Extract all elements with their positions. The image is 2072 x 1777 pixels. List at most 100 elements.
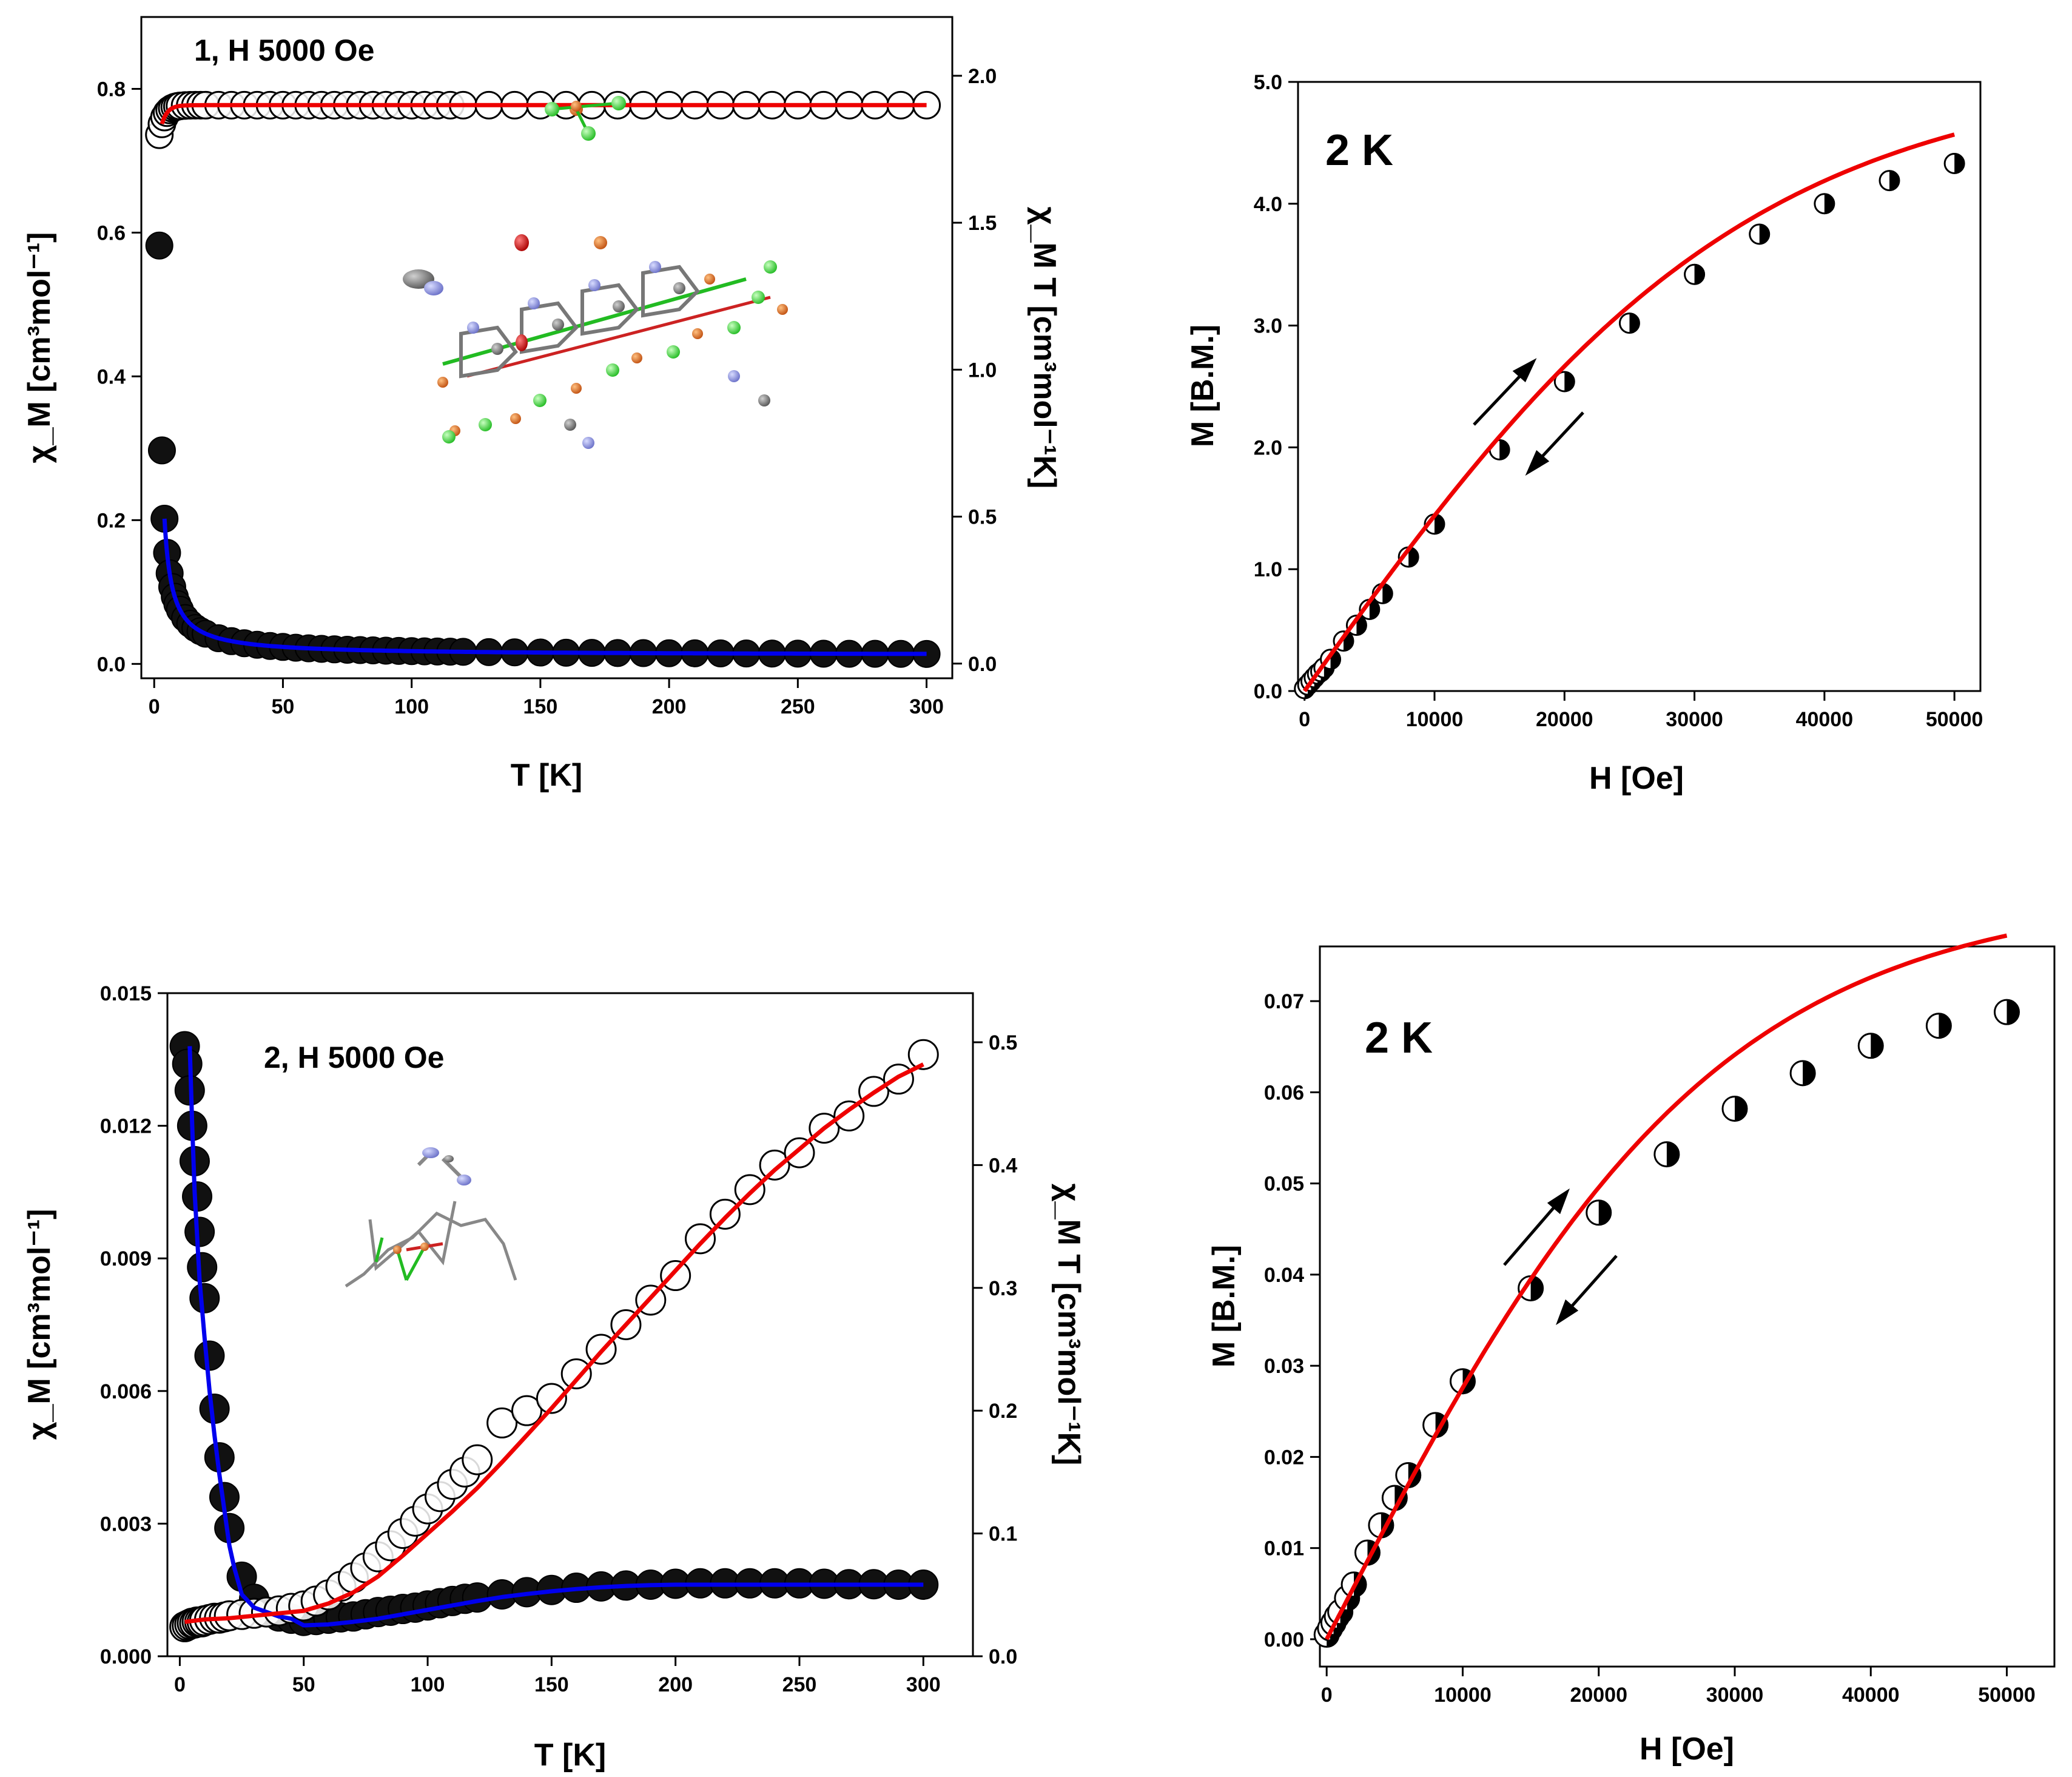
x-tick-label: 40000 bbox=[1842, 1684, 1900, 1707]
y2-tick-label: 0.5 bbox=[968, 506, 997, 529]
data-point bbox=[734, 1174, 765, 1205]
markers-1 bbox=[145, 90, 941, 668]
y-tick-label: 0.003 bbox=[100, 1512, 152, 1536]
fit-line bbox=[1324, 933, 2008, 1641]
y-tick-label: 0.2 bbox=[97, 509, 126, 532]
panel-3: 0 50 100 150 200 250 300 0.0000.0030.0060.0090… bbox=[22, 982, 1086, 1773]
data-point bbox=[1653, 1141, 1680, 1168]
y-tick-label: 1.0 bbox=[1254, 558, 1282, 581]
crystal-structure-2 bbox=[345, 1147, 517, 1288]
fit-line bbox=[187, 1046, 924, 1628]
data-point bbox=[759, 1149, 790, 1181]
x-tick-label: 20000 bbox=[1536, 708, 1593, 731]
axes-frame-4 bbox=[1319, 945, 2056, 1668]
x-axis-label-4: H [Oe] bbox=[1640, 1731, 1734, 1767]
panel-4-annotation: 2 K bbox=[1365, 1014, 1433, 1062]
fit-line bbox=[1302, 132, 1956, 693]
x-tick-label: 30000 bbox=[1666, 708, 1723, 731]
panel-3-annotation: 2, H 5000 Oe bbox=[264, 1040, 444, 1074]
y2-ticks-3: 0.0 0.1 0.2 0.3 0.4 0.5 bbox=[973, 1031, 1017, 1668]
fits-3 bbox=[184, 1046, 924, 1628]
data-point bbox=[1345, 615, 1367, 636]
y2-tick-label: 0.0 bbox=[968, 653, 997, 676]
x-tick-label: 300 bbox=[909, 695, 944, 718]
x-tick-label: 50 bbox=[292, 1673, 315, 1696]
x-tick-label: 0 bbox=[1299, 708, 1310, 731]
data-point bbox=[511, 1395, 542, 1426]
y2-ticks-1: 0.0 0.5 1.0 1.5 2.0 bbox=[952, 65, 997, 676]
fit-line bbox=[162, 518, 927, 656]
y2-tick-label: 1.5 bbox=[968, 212, 997, 235]
y-tick-label: 0.006 bbox=[100, 1380, 152, 1403]
data-point bbox=[660, 1260, 691, 1292]
y2-tick-label: 0.5 bbox=[989, 1031, 1017, 1054]
markers-3 bbox=[169, 1031, 939, 1642]
sweep-arrows-2 bbox=[1473, 358, 1584, 476]
data-point bbox=[1749, 223, 1771, 245]
data-point bbox=[184, 1216, 215, 1247]
plot-area-1: 0 50 100 150 200 250 300 0.00.20.40.60.8 0.00.… bbox=[22, 16, 1062, 793]
data-point bbox=[1320, 649, 1342, 670]
y-tick-label: 3.0 bbox=[1254, 315, 1282, 338]
x-ticks-2: 0 10000 20000 30000 40000 50000 bbox=[1299, 691, 1983, 731]
data-point bbox=[1721, 1095, 1748, 1122]
data-point bbox=[1618, 312, 1640, 334]
sweep-arrows-4 bbox=[1503, 1188, 1618, 1326]
data-point bbox=[907, 1039, 939, 1070]
y2-tick-label: 0.0 bbox=[989, 1645, 1017, 1668]
data-point bbox=[1789, 1060, 1816, 1087]
x-axis-label-1: T [K] bbox=[511, 758, 582, 793]
y-tick-label: 0.8 bbox=[97, 78, 126, 101]
y-axis-label-3: χ_M [cm³mol⁻¹] bbox=[22, 1209, 57, 1440]
x-tick-label: 300 bbox=[906, 1673, 941, 1696]
y-tick-label: 0.009 bbox=[100, 1247, 152, 1270]
data-point bbox=[1553, 371, 1575, 393]
x-tick-label: 50000 bbox=[1926, 708, 1983, 731]
y-ticks-2: 0.0 1.0 2.0 3.0 4.0 5.0 bbox=[1254, 71, 1298, 703]
y-ticks-1: 0.0 0.2 0.4 0.6 0.8 bbox=[97, 78, 141, 676]
y-tick-label: 0.07 bbox=[1264, 990, 1304, 1013]
data-point bbox=[194, 1340, 225, 1371]
y2-axis-label-1: χ_M T [cm³mol⁻¹K] bbox=[1027, 207, 1062, 489]
data-point bbox=[833, 1100, 865, 1131]
y-tick-label: 0.012 bbox=[100, 1115, 152, 1138]
y-tick-label: 0.02 bbox=[1264, 1446, 1304, 1469]
x-tick-label: 40000 bbox=[1796, 708, 1854, 731]
data-point bbox=[462, 1444, 493, 1475]
y-tick-label: 5.0 bbox=[1254, 71, 1282, 94]
data-point bbox=[147, 436, 176, 465]
y2-tick-label: 2.0 bbox=[968, 65, 997, 88]
data-point bbox=[685, 1223, 716, 1255]
x-tick-label: 250 bbox=[782, 1673, 817, 1696]
data-point bbox=[486, 1407, 518, 1438]
y-tick-label: 0.6 bbox=[97, 221, 126, 244]
y-tick-label: 0.06 bbox=[1264, 1081, 1304, 1104]
data-point bbox=[1925, 1013, 1952, 1039]
data-point bbox=[1943, 153, 1965, 175]
x-tick-label: 200 bbox=[652, 695, 687, 718]
y-axis-label-1: χ_M [cm³mol⁻¹] bbox=[22, 232, 57, 464]
panel-2-annotation: 2 K bbox=[1325, 126, 1393, 175]
y-tick-label: 2.0 bbox=[1254, 436, 1282, 459]
data-point bbox=[1586, 1199, 1612, 1226]
x-tick-label: 30000 bbox=[1706, 1684, 1764, 1707]
fits-4 bbox=[1324, 933, 2008, 1641]
y-tick-label: 4.0 bbox=[1254, 193, 1282, 216]
x-tick-label: 0 bbox=[149, 695, 160, 718]
y-ticks-4: 0.00 0.01 0.02 0.03 0.04 0.05 0.06 0.07 bbox=[1264, 990, 1320, 1651]
data-point bbox=[1684, 263, 1706, 285]
data-point bbox=[1994, 999, 2020, 1025]
data-point bbox=[145, 231, 173, 260]
x-tick-label: 10000 bbox=[1406, 708, 1464, 731]
x-tick-label: 250 bbox=[781, 695, 815, 718]
data-point bbox=[560, 1358, 592, 1389]
data-point bbox=[1814, 193, 1835, 215]
y-axis-label-4: M [B.M.] bbox=[1206, 1245, 1242, 1367]
data-point bbox=[172, 1048, 203, 1079]
fits-1 bbox=[160, 103, 927, 656]
axes-frame-1 bbox=[140, 16, 954, 679]
y-tick-label: 0.00 bbox=[1264, 1628, 1304, 1651]
x-tick-label: 200 bbox=[658, 1673, 693, 1696]
panel-1-annotation: 1, H 5000 Oe bbox=[194, 33, 374, 67]
